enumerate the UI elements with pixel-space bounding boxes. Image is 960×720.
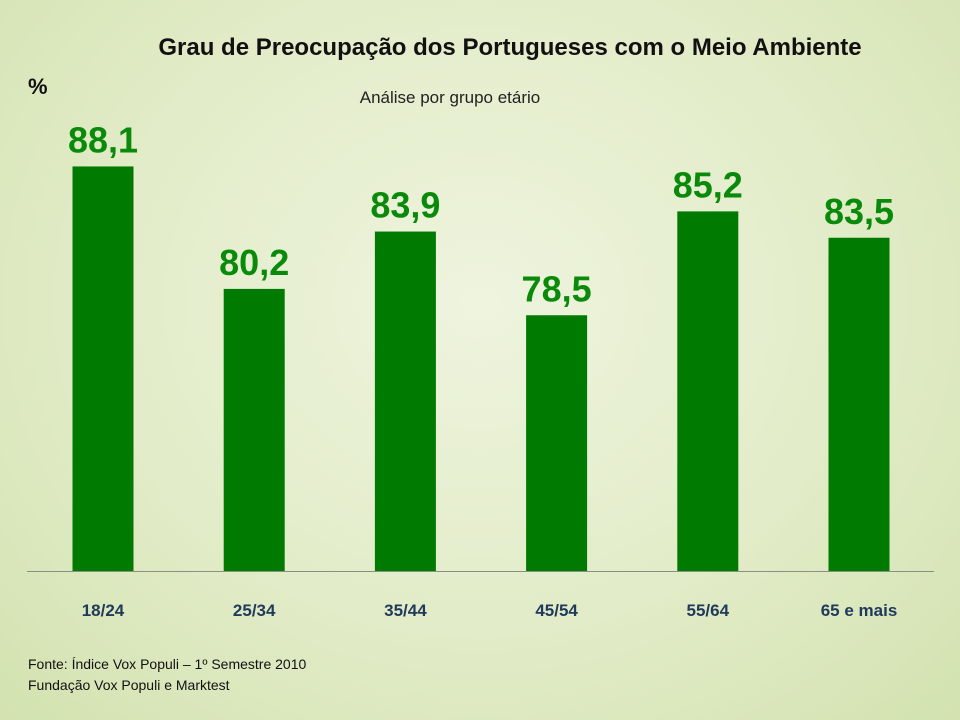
value-label: 80,2 (219, 242, 289, 283)
category-tick-label: 65 e mais (821, 601, 898, 620)
bar-18-24 (72, 166, 134, 571)
bars-group (72, 166, 890, 572)
bar-55-64 (677, 211, 739, 571)
y-axis-unit-label: % (28, 74, 48, 99)
bar-45-54 (526, 315, 588, 571)
bar-25-34 (223, 288, 285, 571)
source-line-2: Fundação Vox Populi e Marktest (28, 677, 230, 693)
source-note: Fonte: Índice Vox Populi – 1º Semestre 2… (28, 654, 306, 696)
category-tick-label: 25/34 (233, 601, 276, 620)
chart-title: Grau de Preocupação dos Portugueses com … (158, 34, 862, 61)
value-label: 83,9 (370, 185, 440, 226)
bar-35-44 (374, 231, 436, 572)
category-tick-label: 55/64 (687, 601, 730, 620)
value-label: 85,2 (673, 164, 743, 205)
category-tick-label: 18/24 (82, 601, 125, 620)
bar-65-e-mais (828, 237, 890, 571)
category-tick-label: 45/54 (535, 601, 578, 620)
category-tick-label: 35/44 (384, 601, 427, 620)
category-ticks-group: 18/24 25/34 35/44 45/54 55/64 65 e mais (82, 601, 898, 620)
value-label: 83,5 (824, 191, 894, 232)
value-label: 78,5 (522, 268, 592, 309)
value-label: 88,1 (68, 119, 138, 160)
value-labels-group: 88,1 80,2 83,9 78,5 85,2 83,5 (68, 119, 894, 309)
source-line-1: Fonte: Índice Vox Populi – 1º Semestre 2… (28, 656, 307, 672)
chart-subtitle: Análise por grupo etário (359, 88, 541, 107)
